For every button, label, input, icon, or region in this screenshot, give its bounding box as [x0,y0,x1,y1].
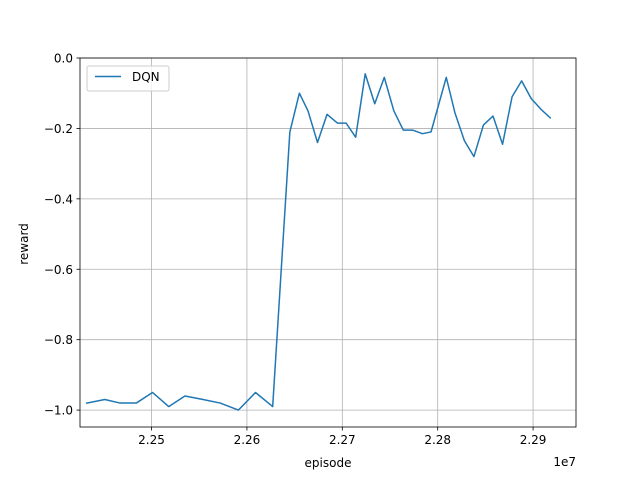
x-axis-offset-label: 1e7 [553,455,576,469]
axis-ticks: 2.25 2.26 2.27 2.28 2.29 0.0 −0.2 −0.4 −0.6 −0.8 −… [44,52,547,448]
y-tick-label: −0.6 [44,263,73,277]
y-tick-label: 0.0 [54,52,73,66]
plot-frame [79,57,577,428]
grid-lines [80,57,576,427]
legend-box [86,65,170,92]
x-tick-label: 2.27 [329,433,356,447]
plot-background [80,58,576,427]
y-tick-label: −0.8 [44,333,73,347]
y-axis-label: reward [17,223,31,265]
y-tick-label: −0.4 [44,192,73,206]
legend: DQN [86,65,170,92]
x-tick-label: 2.26 [234,433,261,447]
x-tick-label: 2.25 [138,433,165,447]
y-tick-label: −1.0 [44,404,73,418]
x-tick-label: 2.28 [424,433,451,447]
legend-label-dqn: DQN [132,70,160,84]
series-layer [85,73,552,411]
y-tick-label: −0.2 [44,122,73,136]
x-axis-label: episode [305,456,352,470]
x-tick-label: 2.29 [520,433,547,447]
series-line-dqn [85,73,552,411]
